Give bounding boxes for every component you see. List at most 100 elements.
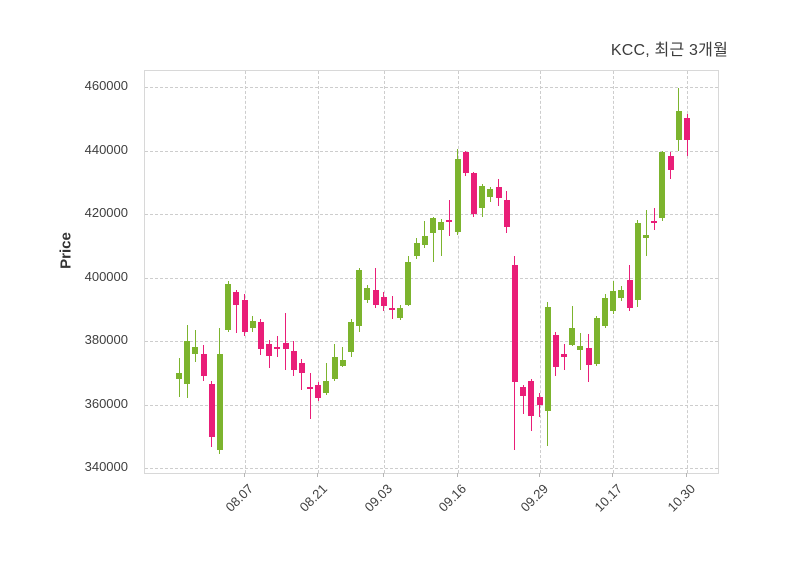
candle-wick-up xyxy=(571,306,573,347)
x-tick-label: 10.30 xyxy=(664,481,699,515)
candle-wick-up xyxy=(440,219,442,256)
candle-wick-up xyxy=(424,220,426,248)
h-gridline xyxy=(145,214,718,216)
candle-body-down xyxy=(462,152,469,174)
candle-body-up xyxy=(192,347,199,354)
candle-body-up xyxy=(348,322,355,353)
candle-body-down xyxy=(266,344,273,356)
candle-body-up xyxy=(225,284,232,330)
candle-wick-down xyxy=(285,312,287,370)
v-gridline xyxy=(613,71,615,473)
candle-body-up xyxy=(593,317,600,365)
candle-body-up xyxy=(577,346,584,351)
candle-wick-up xyxy=(342,347,344,368)
candle-body-down xyxy=(667,155,674,170)
x-tick-mark xyxy=(243,473,245,477)
candle-body-down xyxy=(528,380,535,416)
x-tick-mark xyxy=(538,473,540,477)
candle-wick-down xyxy=(375,268,377,308)
h-gridline xyxy=(145,467,718,469)
candle-body-up xyxy=(413,242,420,257)
x-tick-mark xyxy=(317,473,319,477)
candle-body-down xyxy=(307,387,314,390)
h-gridline xyxy=(145,277,718,279)
candle-body-up xyxy=(454,158,461,232)
candle-body-down xyxy=(200,354,207,376)
candle-body-up xyxy=(602,297,609,327)
x-tick-label: 08.21 xyxy=(296,481,330,515)
h-gridline xyxy=(145,150,718,152)
v-gridline xyxy=(457,71,459,473)
candle-body-up xyxy=(364,288,371,300)
candle-body-down xyxy=(503,200,510,227)
candle-body-up xyxy=(216,354,223,451)
candle-body-up xyxy=(487,188,494,198)
candle-wick-down xyxy=(653,207,655,231)
x-tick-label: 08.07 xyxy=(222,481,257,515)
x-tick-label: 09.03 xyxy=(361,481,396,515)
candle-body-down xyxy=(372,289,379,305)
x-tick-mark xyxy=(382,473,384,477)
plot-area xyxy=(144,70,719,474)
candle-body-up xyxy=(176,373,182,379)
candle-body-down xyxy=(446,220,453,222)
candle-body-up xyxy=(249,320,256,329)
y-tick-label: 420000 xyxy=(84,205,128,221)
candle-body-up xyxy=(184,341,191,385)
candle-body-down xyxy=(561,353,568,357)
x-tick-label: 10.17 xyxy=(591,481,625,515)
candle-wick-down xyxy=(563,344,565,370)
v-gridline xyxy=(318,71,320,473)
candle-body-down xyxy=(389,307,396,310)
candle-wick-down xyxy=(276,336,278,357)
candle-body-up xyxy=(356,270,363,327)
candle-body-down xyxy=(520,387,527,396)
candle-body-down xyxy=(298,363,305,373)
h-gridline xyxy=(145,404,718,406)
candle-body-down xyxy=(626,279,633,308)
x-tick-mark xyxy=(612,473,614,477)
candle-wick-down xyxy=(301,358,303,391)
candle-body-up xyxy=(421,236,428,246)
candle-wick-down xyxy=(391,295,393,319)
candle-body-down xyxy=(315,384,322,399)
candle-body-down xyxy=(282,343,289,350)
candle-wick-up xyxy=(645,209,647,256)
y-tick-label: 460000 xyxy=(84,78,128,94)
candle-body-up xyxy=(339,360,346,366)
v-gridline xyxy=(687,71,688,473)
y-tick-label: 380000 xyxy=(84,332,128,348)
v-gridline xyxy=(383,71,385,473)
candle-body-up xyxy=(618,289,625,298)
candle-wick-up xyxy=(194,330,196,362)
chart-title: KCC, 최근 3개월 xyxy=(610,42,728,59)
candle-body-up xyxy=(405,261,412,305)
candle-body-down xyxy=(585,348,592,366)
candle-body-up xyxy=(430,218,436,234)
candle-body-up xyxy=(675,110,682,140)
candle-body-down xyxy=(233,292,240,305)
candle-body-down xyxy=(208,383,215,437)
candle-body-down xyxy=(552,335,559,367)
candle-body-down xyxy=(470,173,477,215)
x-tick-mark xyxy=(456,473,458,477)
candle-wick-up xyxy=(325,363,327,395)
candle-body-down xyxy=(241,299,248,332)
candle-body-up xyxy=(610,291,617,312)
v-gridline xyxy=(539,71,541,473)
h-gridline xyxy=(145,341,718,343)
candle-body-up xyxy=(569,328,576,345)
candle-wick-up xyxy=(579,333,581,370)
h-gridline xyxy=(145,87,718,89)
candle-body-down xyxy=(274,347,281,350)
candle-wick-up xyxy=(432,216,434,262)
x-tick-mark xyxy=(686,473,687,477)
x-tick-label: 09.29 xyxy=(517,481,552,515)
candle-body-up xyxy=(323,381,330,393)
y-tick-label: 400000 xyxy=(84,268,128,284)
candle-body-down xyxy=(495,187,502,199)
candle-body-up xyxy=(659,152,666,219)
candle-body-up xyxy=(479,185,486,208)
candle-body-up xyxy=(544,306,551,412)
candle-body-down xyxy=(684,118,690,141)
